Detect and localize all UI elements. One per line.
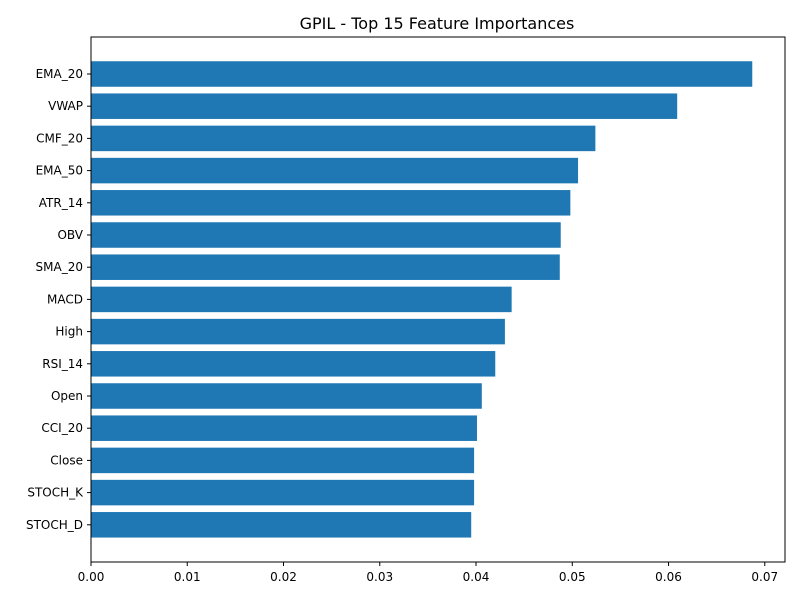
y-tick-label: RSI_14 xyxy=(42,357,83,371)
y-tick-label: High xyxy=(55,325,83,339)
y-tick-label: EMA_50 xyxy=(36,164,83,178)
bar-ema-50 xyxy=(91,157,579,184)
bar-sma-20 xyxy=(91,254,560,280)
y-tick-label: SMA_20 xyxy=(36,260,83,274)
bar-stoch-k xyxy=(91,479,475,506)
bar-cmf-20 xyxy=(91,125,596,152)
x-tick-label: 0.07 xyxy=(751,570,778,584)
bar-vwap xyxy=(91,93,678,119)
y-tick-label: EMA_20 xyxy=(36,67,83,81)
y-tick-label: VWAP xyxy=(48,99,83,113)
y-tick-label: MACD xyxy=(47,292,83,306)
bar-high xyxy=(91,318,505,345)
bar-cci-20 xyxy=(91,415,477,441)
bar-close xyxy=(91,447,475,474)
x-tick-label: 0.01 xyxy=(174,570,201,584)
x-tick-label: 0.00 xyxy=(78,570,105,584)
bar-stoch-d xyxy=(91,512,472,538)
bar-obv xyxy=(91,222,561,248)
bar-rsi-14 xyxy=(91,351,496,377)
y-tick-label: OBV xyxy=(57,228,83,242)
x-tick-label: 0.06 xyxy=(655,570,682,584)
bar-macd xyxy=(91,286,512,313)
x-ticks: 0.00 0.01 0.02 0.03 0.04 0.05 0.06 0.07 xyxy=(78,562,778,584)
y-tick-label: STOCH_D xyxy=(26,518,83,532)
bar-atr-14 xyxy=(91,190,571,216)
y-tick-label: Close xyxy=(50,453,83,467)
y-tick-labels: EMA_20 VWAP CMF_20 EMA_50 ATR_14 OBV SMA_20 MAC… xyxy=(26,67,91,532)
y-tick-label: Open xyxy=(51,389,83,403)
x-tick-label: 0.02 xyxy=(270,570,297,584)
x-tick-label: 0.05 xyxy=(559,570,586,584)
bar-open xyxy=(91,383,482,409)
chart-title: GPIL - Top 15 Feature Importances xyxy=(300,14,575,33)
y-tick-label: ATR_14 xyxy=(39,196,83,210)
y-tick-label: CCI_20 xyxy=(41,421,83,435)
bar-ema-20 xyxy=(91,61,753,87)
y-tick-label: STOCH_K xyxy=(27,486,84,500)
x-tick-label: 0.03 xyxy=(366,570,393,584)
bars-group xyxy=(91,61,753,538)
y-tick-label: CMF_20 xyxy=(36,131,83,145)
x-tick-label: 0.04 xyxy=(463,570,490,584)
plot-frame xyxy=(90,36,786,563)
